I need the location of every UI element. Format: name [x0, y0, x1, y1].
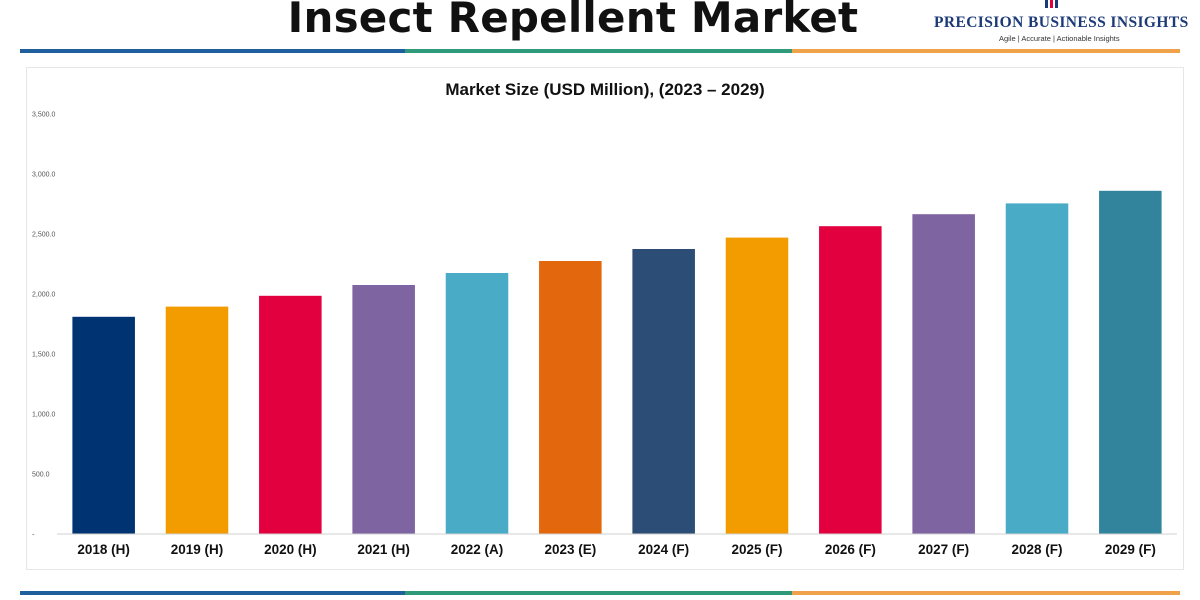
- page-title: Insect Repellent Market: [287, 0, 859, 42]
- y-tick-label: 3,500.0: [32, 112, 55, 119]
- x-tick-label: 2029 (F): [1105, 542, 1156, 557]
- bar: [352, 285, 415, 534]
- bar: [1099, 190, 1162, 535]
- y-tick-label: 1,000.0: [32, 412, 55, 419]
- bar: [725, 237, 789, 534]
- header-rule-green: [405, 49, 797, 53]
- header-rule-blue: [20, 49, 410, 53]
- brand-tagline: Agile | Accurate | Actionable Insights: [999, 34, 1120, 43]
- bar: [72, 316, 135, 534]
- brand-name: PRECISION BUSINESS INSIGHTS: [934, 14, 1189, 31]
- x-tick-label: 2020 (H): [264, 542, 317, 557]
- bar-chart: Market Size (USD Million), (2023 – 2029)…: [32, 80, 1177, 557]
- x-tick-label: 2019 (H): [171, 542, 224, 557]
- y-tick-label: 2,500.0: [32, 232, 55, 239]
- bar: [539, 261, 602, 534]
- footer-rule-blue: [20, 591, 410, 595]
- chart-title: Market Size (USD Million), (2023 – 2029): [445, 80, 764, 99]
- x-tick-label: 2018 (H): [77, 542, 130, 557]
- brand-mark-icon: [1045, 0, 1058, 8]
- x-tick-label: 2024 (F): [638, 542, 689, 557]
- chart-panel: Market Size (USD Million), (2023 – 2029)…: [26, 67, 1184, 570]
- y-tick-label: 3,000.0: [32, 172, 55, 179]
- x-tick-label: 2023 (E): [544, 542, 596, 557]
- y-tick-label: -: [32, 532, 35, 539]
- bar: [1005, 203, 1069, 534]
- header-rule-orange: [792, 49, 1180, 53]
- y-tick-label: 1,500.0: [32, 352, 55, 359]
- x-tick-label: 2026 (F): [825, 542, 876, 557]
- x-tick-label: 2025 (F): [731, 542, 782, 557]
- bar: [819, 226, 882, 534]
- bar-series: [72, 190, 1162, 535]
- footer-rule-green: [405, 591, 797, 595]
- x-tick-label: 2028 (F): [1011, 542, 1062, 557]
- bar: [632, 249, 695, 534]
- y-axis: - 500.0 1,000.0 1,500.0 2,000.0 2,500.0 3,000.…: [32, 112, 55, 539]
- bar: [912, 214, 975, 534]
- bar: [259, 295, 322, 534]
- x-axis: 2018 (H) 2019 (H) 2020 (H) 2021 (H) 2022 (A)…: [57, 533, 1177, 557]
- y-tick-label: 500.0: [32, 472, 50, 479]
- footer-rule-orange: [792, 591, 1180, 595]
- bar: [165, 306, 229, 534]
- bar: [445, 273, 509, 534]
- x-tick-label: 2022 (A): [451, 542, 504, 557]
- x-tick-label: 2027 (F): [918, 542, 969, 557]
- y-tick-label: 2,000.0: [32, 292, 55, 299]
- x-tick-label: 2021 (H): [357, 542, 410, 557]
